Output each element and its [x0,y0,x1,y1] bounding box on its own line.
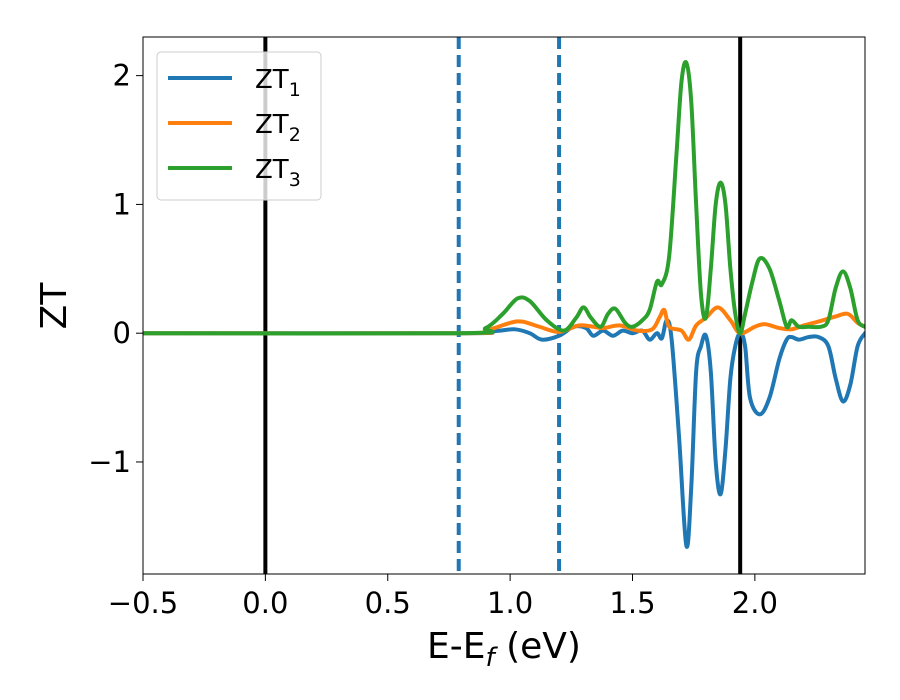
y-tick-label: −1 [88,445,131,479]
plot-frame [142,36,866,575]
y-tick-label: 0 [113,316,131,350]
y-axis: −1 0 1 2 [88,59,143,479]
legend-box [156,51,322,201]
series-line-zt2 [143,305,865,342]
legend-label-zt3: ZT3 [255,155,301,191]
x-tick-label: 0.0 [242,586,288,620]
legend-label-zt2: ZT2 [255,110,301,146]
y-axis-title: ZT [34,282,75,330]
legend: ZT1 ZT2 ZT3 [156,51,322,201]
x-axis-title: E-Ef (eV) [427,626,581,673]
x-tick-label: −0.5 [108,586,178,620]
legend-label-zt1: ZT1 [255,65,301,101]
series-lines [143,60,865,549]
series-line-zt3 [143,60,865,336]
x-tick-label: 1.0 [487,586,533,620]
x-tick-label: 1.5 [609,586,655,620]
x-axis-title-unit: (eV) [495,626,581,667]
series-line-zt1 [143,318,865,549]
x-axis: −0.5 0.0 0.5 1.0 1.5 2.0 [108,574,778,620]
x-tick-label: 0.5 [365,586,411,620]
x-tick-label: 2.0 [732,586,778,620]
y-tick-label: 2 [113,59,131,93]
y-tick-label: 1 [113,187,131,221]
